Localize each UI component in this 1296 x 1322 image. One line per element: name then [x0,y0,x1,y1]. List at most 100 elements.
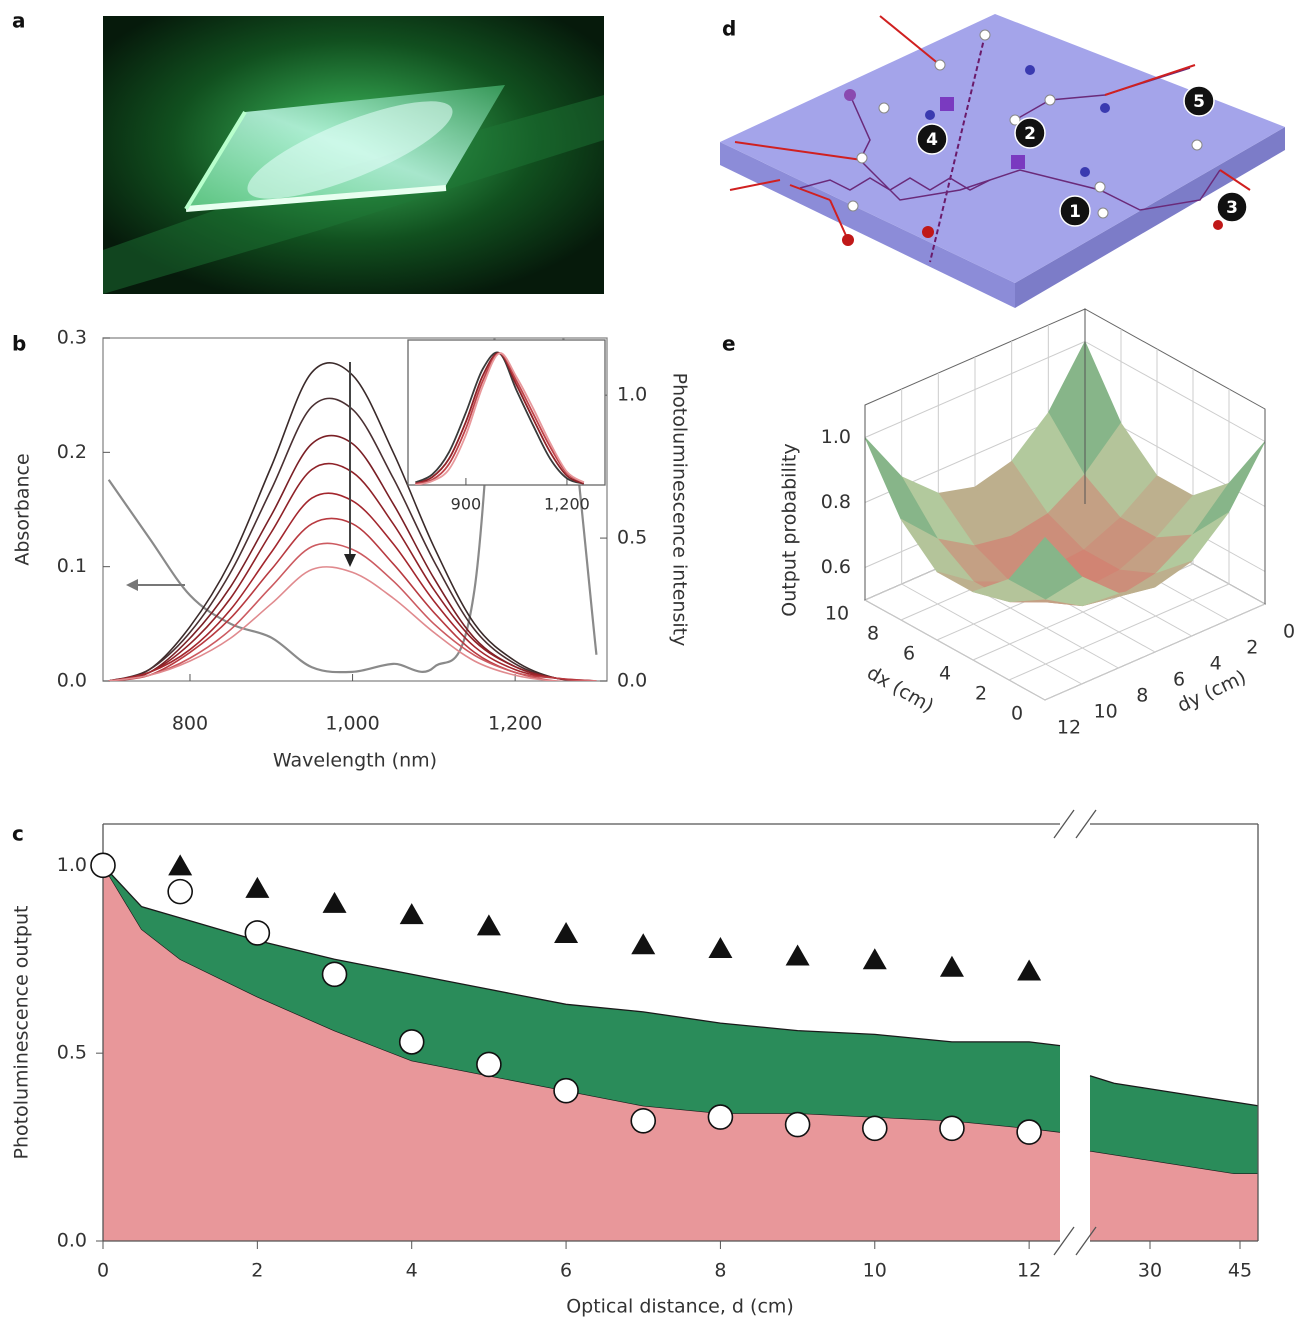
marker-label: 2 [1024,124,1036,144]
point [631,1109,655,1133]
y-axis-label: Absorbance [12,453,34,565]
y-tick-label: 10 [1094,701,1118,723]
z-tick-label: 0.8 [821,491,851,513]
y-tick-label: 4 [1210,653,1222,675]
x-tick-label: 4 [939,663,951,685]
z-tick-label: 0.6 [821,556,851,578]
particle [935,60,945,70]
x-tick-label: 800 [172,713,208,735]
particle [1080,167,1090,177]
marker-label: 1 [1069,202,1081,222]
point [168,880,192,904]
y-axis-label: Photoluminescence output [11,906,33,1160]
x-axis-label: dx (cm) [863,662,937,718]
particle [844,89,856,101]
x-tick-label: 1,200 [488,713,542,735]
point [91,853,115,877]
particle [980,30,990,40]
y-tick-label: 0.2 [57,441,87,463]
x-tick-label: 0 [97,1260,109,1282]
point [940,1116,964,1140]
x-tick-label: 1,000 [325,713,379,735]
point [400,1030,424,1054]
x-tick-label: 10 [825,603,849,625]
point [168,854,192,875]
y-tick-label: 0 [1283,621,1295,643]
point [708,937,732,958]
marker-label: 3 [1226,198,1238,218]
y2-tick-label: 0.0 [617,670,647,692]
y-tick-label: 6 [1173,669,1185,691]
particle [925,110,935,120]
page: abcde123458001,0001,2000.00.10.20.30.00.… [0,0,1296,1322]
x-tick-label: 10 [863,1260,887,1282]
point [1017,1120,1041,1144]
particle [1100,103,1110,113]
x-tick-label: 8 [714,1260,726,1282]
point [400,903,424,924]
panel-label: c [12,822,24,846]
y-tick-label: 0.1 [57,555,87,577]
x-tick-label: 6 [903,643,915,665]
point [477,1052,501,1076]
x-tick-label: 2 [251,1260,263,1282]
point [323,892,347,913]
point [245,921,269,945]
x-tick-label: 12 [1017,1260,1041,1282]
marker-label: 4 [926,130,938,150]
z-tick-label: 1.0 [821,426,851,448]
y2-axis-label: Photoluminescence intensity [669,373,691,647]
x-tick-label: 8 [867,623,879,645]
x-axis-label: Optical distance, d (cm) [566,1296,794,1318]
point [323,962,347,986]
y-tick-label: 12 [1057,717,1081,739]
z-axis-label: Output probability [779,443,801,616]
point [631,933,655,954]
particle [1095,182,1105,192]
particle [1045,95,1055,105]
particle [857,153,867,163]
point [940,956,964,977]
x-tick-label: 45 [1228,1260,1252,1282]
particle [848,201,858,211]
point [863,948,887,969]
particle [1025,65,1035,75]
particle [1011,155,1025,169]
y-tick-label: 0.0 [57,670,87,692]
point [786,1113,810,1137]
y-tick-label: 0.0 [57,1230,87,1252]
point [708,1105,732,1129]
particle [940,97,954,111]
panel-label: d [722,17,736,41]
panel-label: a [12,9,26,33]
point [1017,960,1041,981]
photo [103,16,604,294]
y-tick-label: 8 [1136,685,1148,707]
marker-label: 5 [1193,92,1205,112]
x-tick-label: 2 [975,683,987,705]
particle [879,103,889,113]
particle [1098,208,1108,218]
point [863,1116,887,1140]
x-tick-label: 1,200 [544,495,590,514]
y2-tick-label: 0.5 [617,527,647,549]
particle [1192,140,1202,150]
x-tick-label: 30 [1138,1260,1162,1282]
y-tick-label: 0.3 [57,327,87,349]
point [554,1079,578,1103]
slab-diagram [720,14,1285,308]
point [554,922,578,943]
particle [922,226,934,238]
point [786,944,810,965]
figure: abcde123458001,0001,2000.00.10.20.30.00.… [0,0,1296,1322]
y-tick-label: 2 [1246,637,1258,659]
x-tick-label: 900 [451,495,482,514]
y2-tick-label: 1.0 [617,384,647,406]
panel-label: b [12,332,26,356]
point [245,877,269,898]
point [477,914,501,935]
y-tick-label: 1.0 [57,854,87,876]
particle [842,234,854,246]
x-tick-label: 0 [1011,703,1023,725]
x-tick-label: 6 [560,1260,572,1282]
